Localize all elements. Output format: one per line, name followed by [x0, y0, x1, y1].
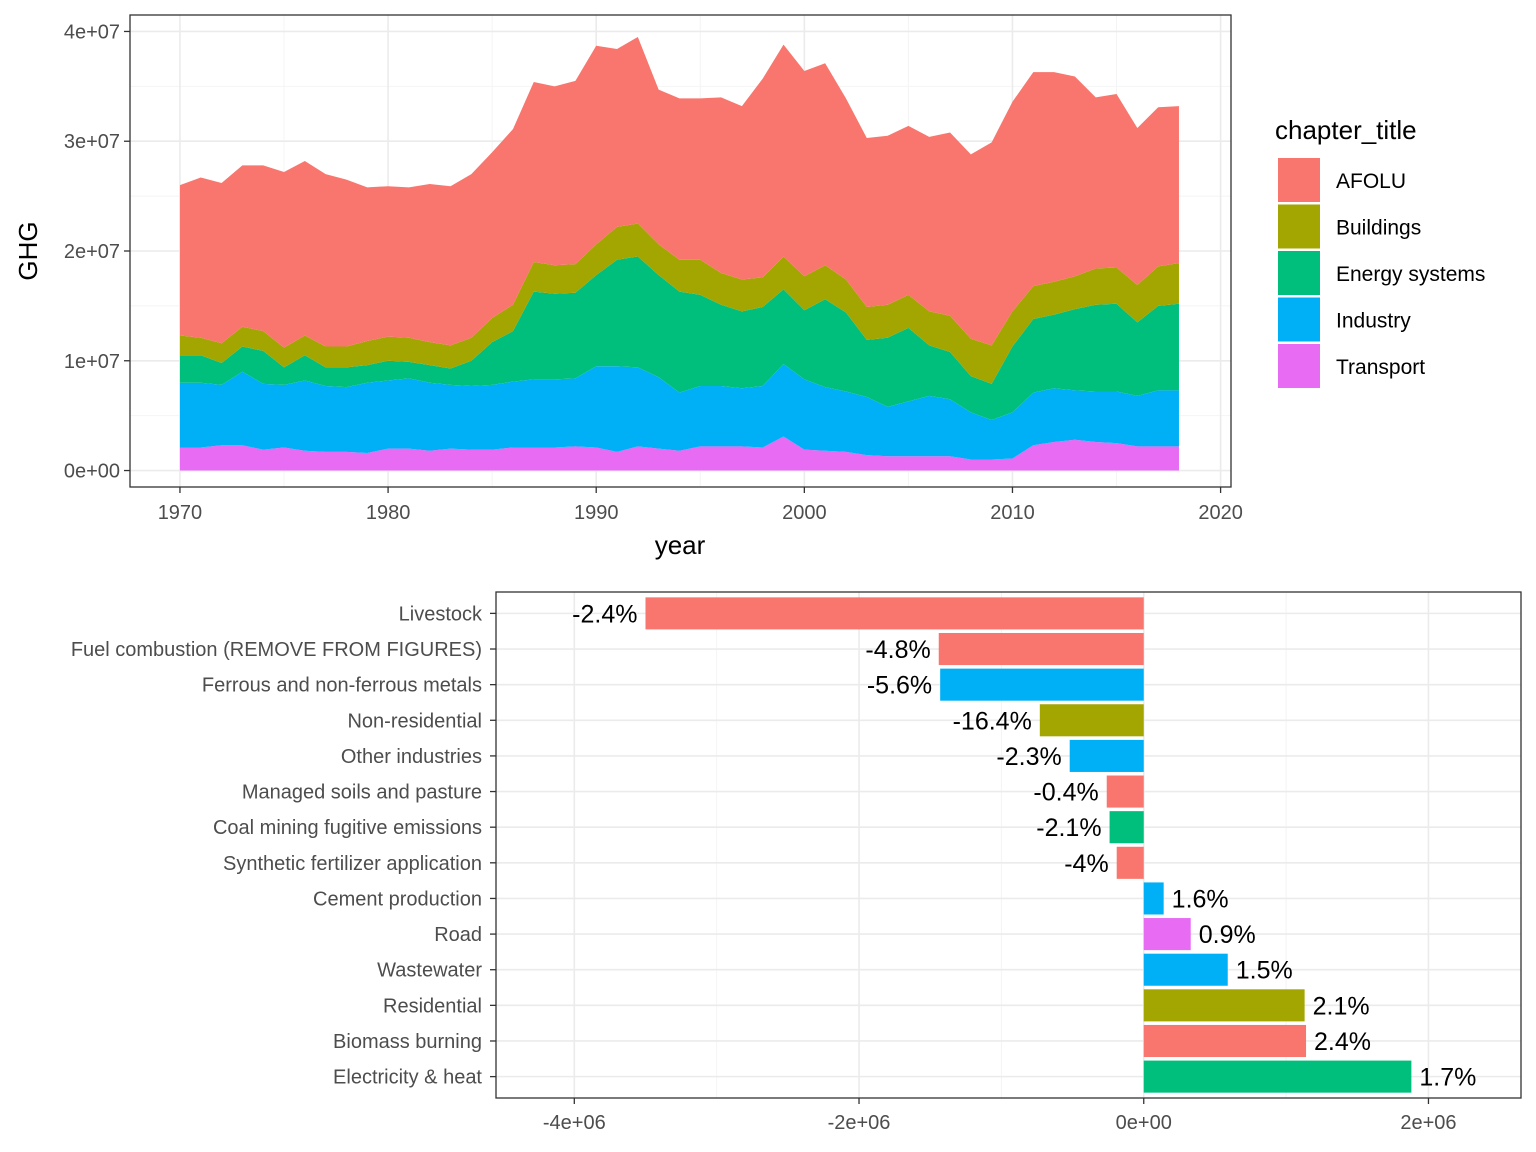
bar-x-tick-label: -2e+06: [828, 1112, 891, 1134]
bar-other-industries: [1069, 739, 1144, 772]
area-series-afolu: [179, 36, 1179, 348]
bar-marks: [645, 597, 1412, 1093]
area-layers: [179, 36, 1179, 471]
bar-ferrous-and-non-ferrous-metals: [940, 668, 1144, 701]
area-x-tick-label: 2020: [1198, 502, 1243, 524]
bar-data-label: -2.4%: [572, 600, 637, 628]
bar-category-label: Cement production: [313, 888, 482, 910]
legend-key-afolu: [1278, 158, 1320, 202]
legend-label-energy-systems: Energy systems: [1336, 263, 1485, 286]
bar-data-label: -4%: [1064, 850, 1108, 878]
bar-data-label: 0.9%: [1199, 921, 1256, 949]
bar-cement-production: [1143, 882, 1164, 915]
bar-x-tick-label: 0e+00: [1116, 1112, 1172, 1134]
bar-category-label: Non-residential: [347, 710, 482, 732]
bar-non-residential: [1039, 704, 1144, 737]
bar-category-label: Road: [434, 924, 482, 946]
bar-synthetic-fertilizer-application: [1116, 846, 1144, 879]
legend-label-transport: Transport: [1336, 356, 1425, 379]
bar-data-label: 1.6%: [1172, 885, 1229, 913]
bar-panel-background: [496, 592, 1521, 1098]
bar-coal-mining-fugitive-emissions: [1109, 811, 1144, 844]
bar-panel-border: [495, 591, 1522, 1099]
bar-biomass-burning: [1143, 1024, 1307, 1058]
bar-category-label: Other industries: [341, 746, 482, 768]
area-y-tick-label: 0e+00: [64, 461, 120, 483]
area-series-energy-systems: [179, 256, 1179, 421]
bar-category-label: Synthetic fertilizer application: [223, 853, 482, 875]
area-series-buildings: [179, 223, 1179, 384]
bar-category-label: Livestock: [399, 603, 483, 625]
area-x-tick-label: 1970: [158, 502, 203, 524]
bar-data-label: -2.3%: [996, 743, 1061, 771]
area-chart: 1970 1980 1990 2000 2010 2020 0e+00 1e+07 2e+07…: [13, 14, 1243, 560]
legend-items: AFOLU Buildings Energy systems Industry Tran…: [1278, 158, 1485, 388]
bar-category-label: Coal mining fugitive emissions: [213, 817, 482, 839]
bar-category-label: Ferrous and non-ferrous metals: [202, 675, 482, 697]
bar-x-tick-label: -4e+06: [543, 1112, 606, 1134]
area-y-tick-label: 3e+07: [64, 131, 120, 153]
legend-key-transport: [1278, 344, 1320, 388]
bar-category-label: Biomass burning: [333, 1031, 482, 1053]
area-y-axis-title: GHG: [13, 221, 43, 280]
area-x-tick-label: 1980: [366, 502, 411, 524]
bar-category-label: Residential: [383, 995, 482, 1017]
bar-data-label: -2.1%: [1036, 814, 1101, 842]
bar-wastewater: [1143, 953, 1228, 986]
area-y-axis: 0e+00 1e+07 2e+07 3e+07 4e+07: [64, 21, 130, 483]
bar-electricity-heat: [1143, 1060, 1412, 1093]
bar-x-tick-label: 2e+06: [1400, 1112, 1456, 1134]
area-x-tick-label: 2000: [782, 502, 827, 524]
area-series-industry: [179, 364, 1179, 460]
bar-data-label: 1.5%: [1236, 957, 1293, 985]
bar-data-label: 2.4%: [1314, 1028, 1371, 1056]
bar-category-label: Fuel combustion (REMOVE FROM FIGURES): [71, 639, 482, 661]
area-y-tick-label: 4e+07: [64, 21, 120, 43]
bar-data-labels: -2.4% -4.8% -5.6% -16.4% -2.3% -0.4% -2.1% -4% 1…: [572, 600, 1476, 1091]
legend-title: chapter_title: [1275, 115, 1417, 145]
bar-data-label: -16.4%: [953, 707, 1032, 735]
bar-managed-soils-and-pasture: [1106, 775, 1144, 808]
legend-label-afolu: AFOLU: [1336, 170, 1406, 193]
bar-chart: -2.4% -4.8% -5.6% -16.4% -2.3% -0.4% -2.1% -4% 1…: [71, 591, 1522, 1134]
legend: chapter_title AFOLU Buildings Energy syste…: [1275, 115, 1485, 388]
bar-category-label: Wastewater: [377, 960, 482, 982]
area-x-tick-label: 2010: [990, 502, 1035, 524]
bar-data-label: -0.4%: [1033, 779, 1098, 807]
area-x-axis: 1970 1980 1990 2000 2010 2020: [158, 487, 1243, 524]
legend-key-industry: [1278, 297, 1320, 342]
area-y-tick-label: 2e+07: [64, 241, 120, 263]
legend-label-buildings: Buildings: [1336, 217, 1421, 240]
legend-key-buildings: [1278, 204, 1320, 249]
bar-data-label: 2.1%: [1313, 992, 1370, 1020]
area-x-axis-title: year: [655, 530, 706, 560]
bar-residential: [1143, 989, 1305, 1022]
bar-road: [1143, 918, 1191, 951]
bar-category-label: Electricity & heat: [333, 1067, 482, 1089]
bar-livestock: [645, 597, 1144, 630]
legend-key-energy-systems: [1278, 251, 1320, 295]
bar-x-axis: -4e+06 -2e+06 0e+00 2e+06: [543, 1098, 1457, 1134]
area-x-tick-label: 1990: [574, 502, 619, 524]
bar-data-label: 1.7%: [1419, 1064, 1476, 1092]
bar-category-label: Managed soils and pasture: [242, 782, 482, 804]
legend-label-industry: Industry: [1336, 310, 1411, 333]
bar-data-label: -4.8%: [865, 636, 930, 664]
bar-fuel-combustion-remove-from-figures: [938, 632, 1144, 666]
area-series-transport: [179, 436, 1179, 471]
bar-data-label: -5.6%: [867, 672, 932, 700]
bar-y-axis: Livestock Fuel combustion (REMOVE FROM FI…: [71, 603, 496, 1089]
area-y-tick-label: 1e+07: [64, 351, 120, 373]
